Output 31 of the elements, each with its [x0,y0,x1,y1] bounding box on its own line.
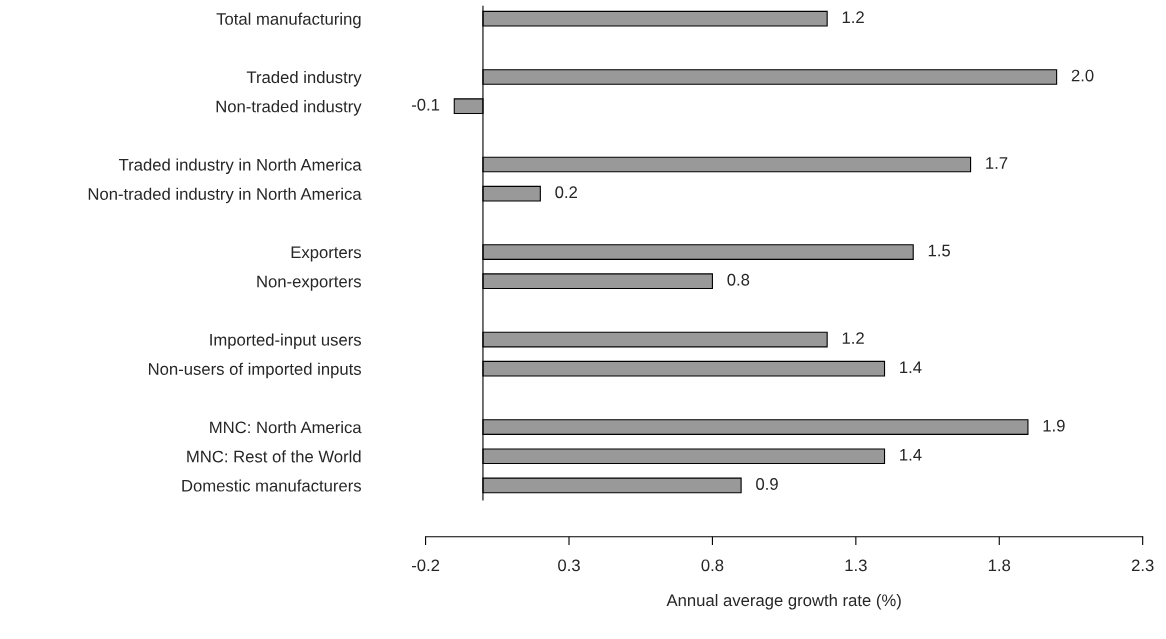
data-label: -0.1 [411,98,440,111]
y-tick-label: Non-traded industry [216,100,362,116]
data-label: 1.9 [1043,419,1065,432]
x-tick-label: -0.2 [411,559,440,572]
y-tick-label: MNC: North America [210,421,362,434]
data-label: 1.4 [900,449,922,461]
x-axis-title: Annual average growth rate (%) [666,593,901,610]
y-tick-label: Traded industry [246,70,362,87]
data-label: 2.0 [1071,69,1094,82]
x-tick-label: 1.3 [845,559,867,572]
y-tick-label: Non-exporters [257,275,361,291]
data-label: 1.2 [842,11,864,23]
data-label: 1.5 [928,244,951,257]
y-tick-label: Exporters [291,246,361,262]
data-label: 1.4 [900,361,922,374]
data-label: 1.7 [986,157,1008,169]
y-tick-label: Total manufacturing [216,12,361,29]
y-tick-label: Domestic manufacturers [182,479,361,492]
y-tick-label: Non-traded industry in North America [88,187,362,204]
x-tick-label: 0.3 [558,559,580,572]
y-tick-label: Non-users of imported inputs [148,362,361,379]
y-tick-label: MNC: Rest of the World [187,450,361,463]
x-tick-label: 0.8 [701,559,724,572]
data-label: 0.2 [555,186,577,199]
data-label: 0.9 [756,478,778,490]
x-tick-label: 1.8 [988,559,1011,572]
data-label: 0.8 [727,273,750,286]
data-label: 1.2 [842,332,864,344]
y-tick-label: Imported-input users [210,333,361,350]
y-tick-label: Traded industry in North America [118,158,362,175]
x-tick-label: 2.3 [1131,559,1154,572]
